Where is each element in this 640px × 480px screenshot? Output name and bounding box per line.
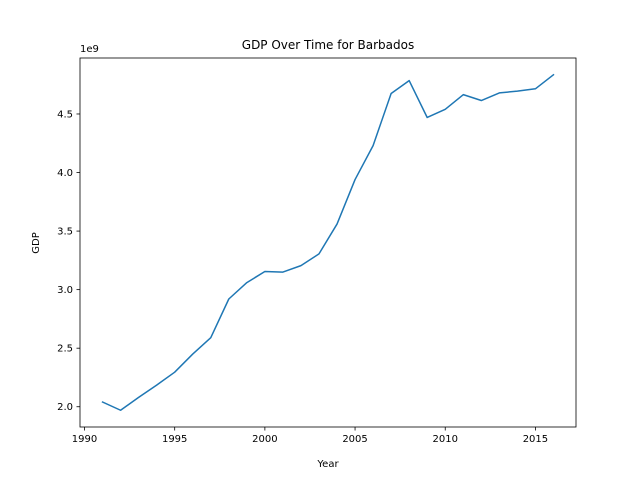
y-tick-label: 4.0 [57, 168, 73, 179]
series-line-0 [101, 73, 555, 411]
y-tick-label: 4.5 [57, 109, 73, 120]
y-offset-label: 1e9 [80, 44, 99, 55]
y-tick-label: 2.0 [57, 402, 73, 413]
x-tick-label: 1995 [162, 434, 187, 445]
x-axis-title: Year [316, 459, 339, 470]
x-tick-label: 1990 [72, 434, 97, 445]
x-tick-label: 2005 [342, 434, 367, 445]
y-tick-label: 3.0 [57, 285, 73, 296]
plot-area: 1990 1995 2000 2005 2010 2015 2.0 2.5 3.0 3.5 4.0 4… [57, 57, 577, 445]
y-tick-label: 2.5 [57, 344, 73, 355]
axes-frame [79, 57, 577, 428]
x-tick-label: 2010 [433, 434, 458, 445]
y-tick-label: 3.5 [57, 227, 73, 238]
chart-title: GDP Over Time for Barbados [242, 38, 414, 52]
y-axis-title: GDP [31, 232, 42, 253]
x-tick-label: 2015 [523, 434, 548, 445]
x-tick-label: 2000 [252, 434, 277, 445]
